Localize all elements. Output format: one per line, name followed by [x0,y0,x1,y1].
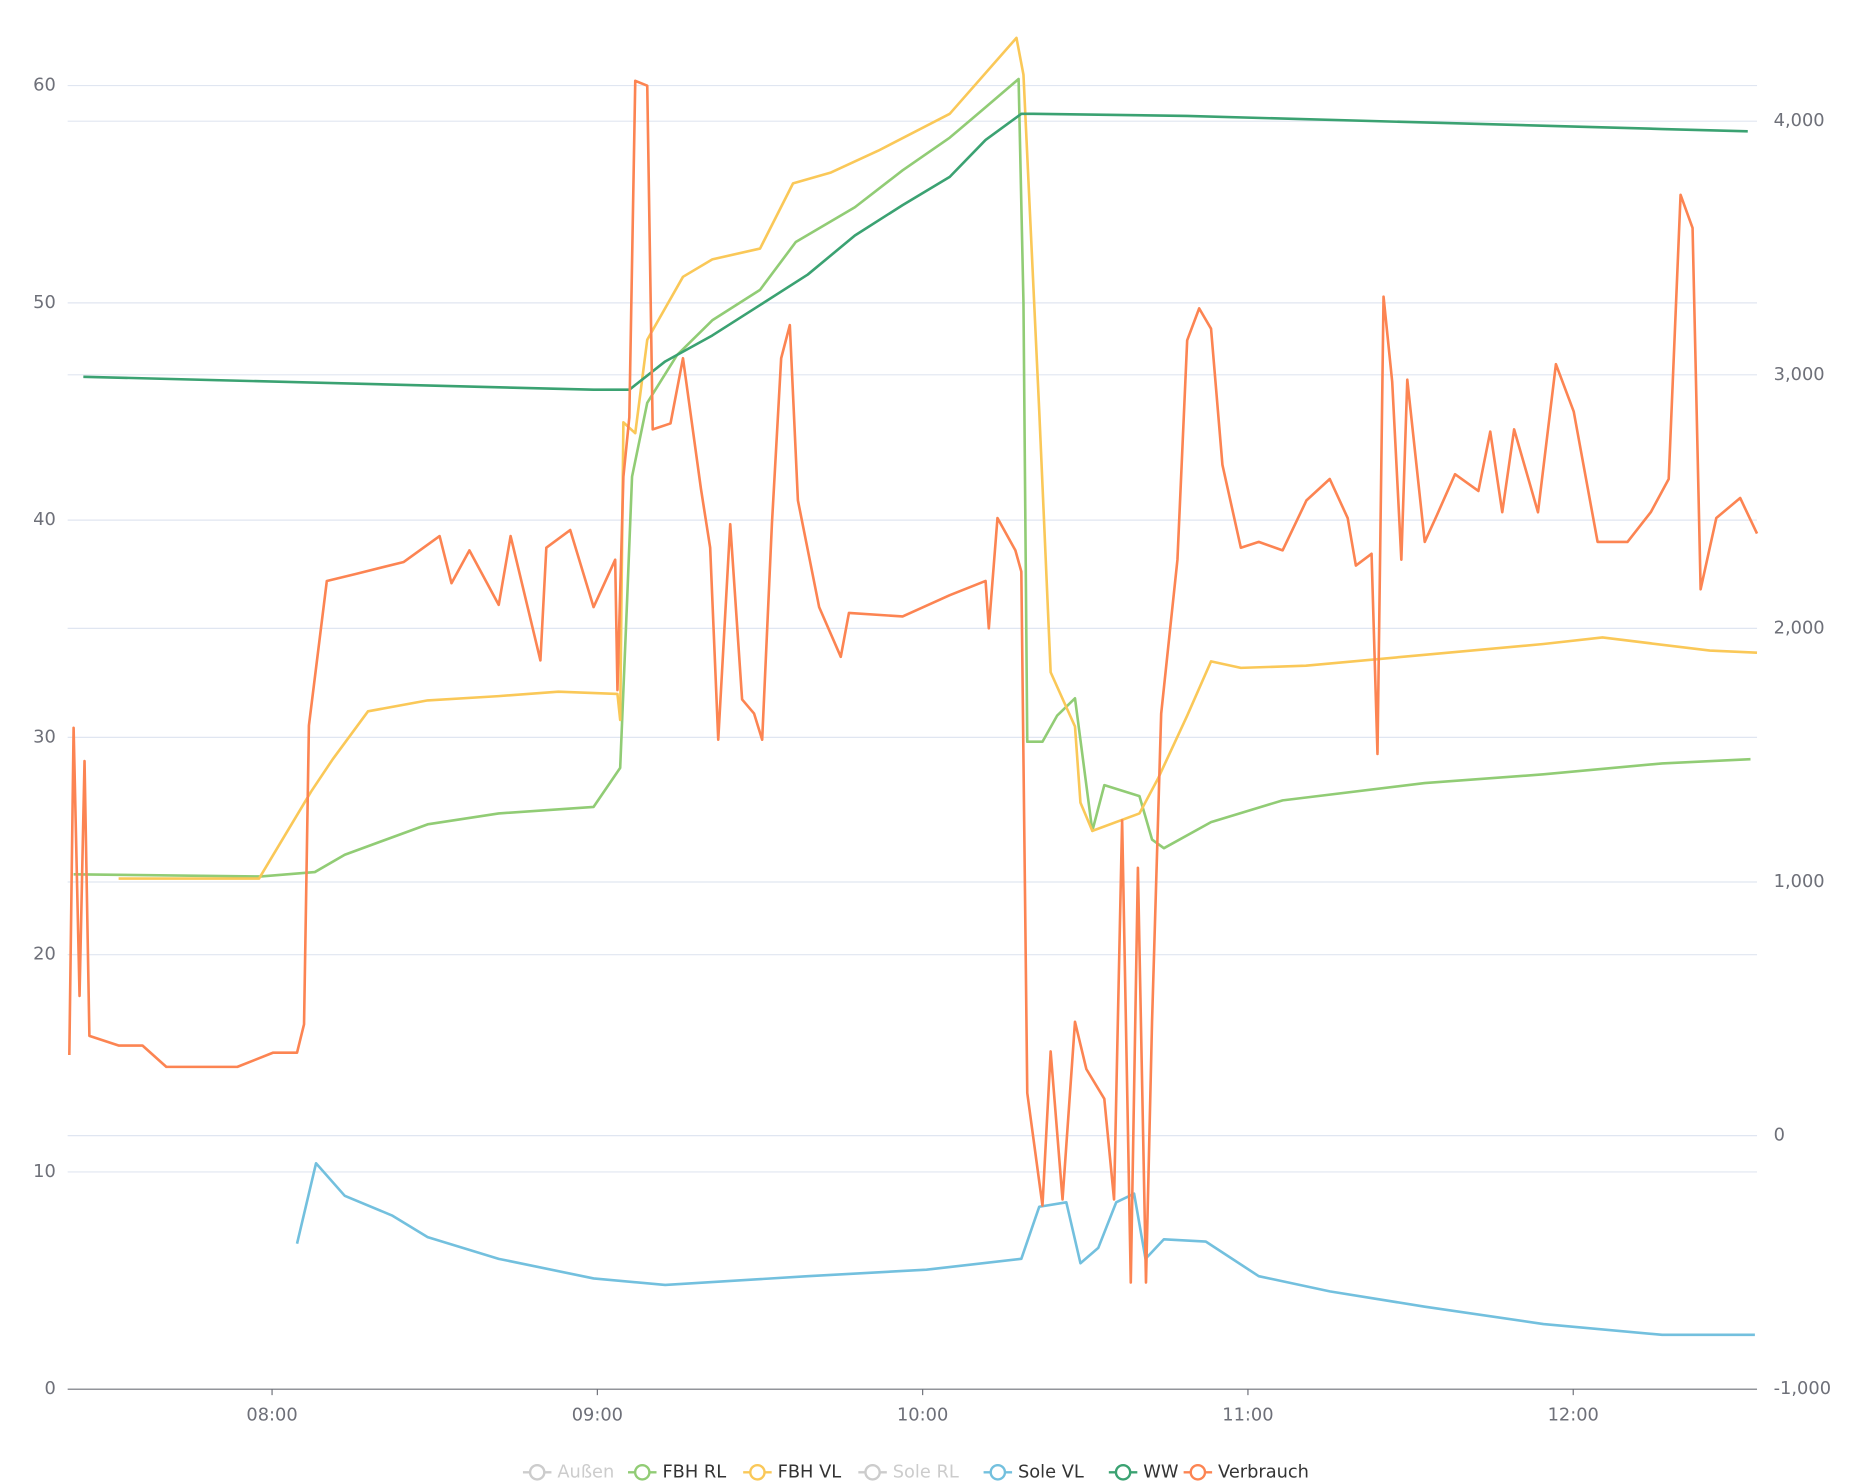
y2-tick-label: -1,000 [1774,1378,1831,1399]
series-line [118,36,1758,880]
legend-label[interactable]: Verbrauch [1218,1461,1309,1482]
legend-icon [749,1463,766,1481]
y-tick-label: 50 [33,292,56,313]
y2-tick-label: 4,000 [1774,110,1825,131]
series-line [83,112,1748,392]
series-line [68,79,1759,1284]
x-tick-label: 08:00 [246,1404,297,1425]
y2-tick-label: 3,000 [1774,364,1825,385]
legend-icon [864,1463,881,1481]
x-tick-label: 12:00 [1548,1404,1599,1425]
legend-icon [633,1463,651,1481]
x-tick-label: 11:00 [1222,1404,1273,1425]
legend-label[interactable]: Sole VL [1018,1461,1084,1482]
y-tick-label: 30 [33,726,56,747]
legend-label[interactable]: Sole RL [893,1461,959,1482]
y2-tick-label: 1,000 [1774,871,1825,892]
x-tick-label: 10:00 [897,1404,948,1425]
legend-icon [528,1463,546,1481]
legend-icon [1189,1463,1207,1481]
y-tick-label: 0 [44,1378,55,1399]
legend-label[interactable]: FBH VL [778,1461,842,1482]
series-line [73,77,1751,878]
legend-label[interactable]: WW [1143,1461,1179,1482]
legend-label[interactable]: Außen [557,1461,614,1482]
y-tick-label: 10 [33,1161,56,1182]
y-tick-label: 20 [33,944,56,965]
legend-icon [1114,1463,1132,1481]
legend-icon [989,1463,1007,1481]
y-tick-label: 60 [33,75,56,96]
y2-tick-label: 0 [1774,1125,1785,1146]
y2-tick-label: 2,000 [1774,617,1825,638]
series-line [295,1161,1755,1337]
legend-label[interactable]: FBH RL [662,1461,726,1482]
y-tick-label: 40 [33,509,56,530]
x-tick-label: 09:00 [572,1404,623,1425]
